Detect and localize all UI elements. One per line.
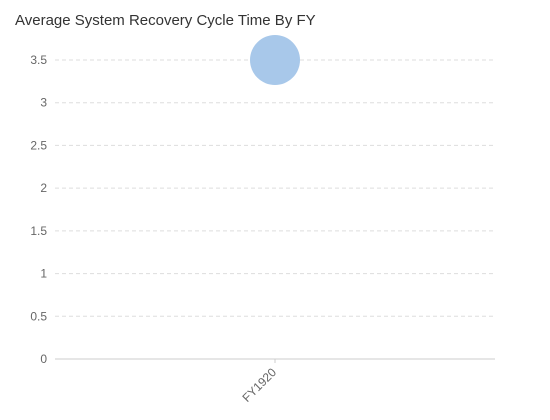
y-tick-label: 0 xyxy=(40,352,47,366)
y-tick-label: 2.5 xyxy=(30,138,47,152)
y-tick-label: 3.5 xyxy=(30,53,47,67)
data-point-bubble[interactable] xyxy=(250,35,300,85)
y-tick-label: 0.5 xyxy=(30,309,47,323)
y-tick-label: 1 xyxy=(40,267,47,281)
x-category-label: FY1920 xyxy=(240,365,280,405)
y-tick-label: 3 xyxy=(40,96,47,110)
y-tick-label: 2 xyxy=(40,181,47,195)
chart-title: Average System Recovery Cycle Time By FY xyxy=(15,12,316,29)
y-tick-label: 1.5 xyxy=(30,224,47,238)
